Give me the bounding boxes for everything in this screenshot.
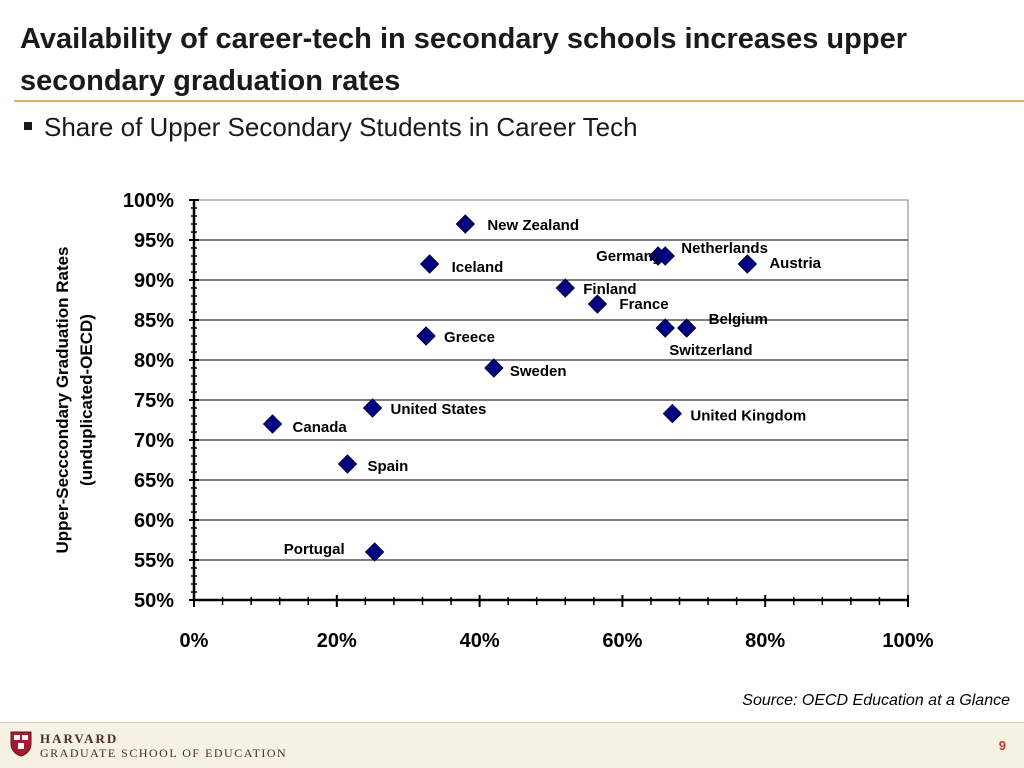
y-tick-label: 50% — [134, 590, 174, 612]
data-point — [484, 358, 504, 378]
slide-title: Availability of career-tech in secondary… — [20, 23, 907, 97]
source-note: Source: OECD Education at a Glance — [742, 692, 1010, 709]
data-point — [655, 246, 675, 266]
data-label: Netherlands — [681, 240, 768, 257]
y-tick-label: 95% — [134, 230, 174, 252]
bullet-text: Share of Upper Secondary Students in Car… — [44, 112, 638, 142]
title-divider — [14, 100, 1024, 102]
data-point — [737, 254, 758, 274]
data-point — [676, 318, 697, 338]
bullet-point: Share of Upper Secondary Students in Car… — [24, 112, 638, 143]
data-point — [655, 318, 675, 338]
data-point — [555, 278, 575, 298]
data-label: Canada — [293, 419, 348, 436]
data-label: Belgium — [709, 311, 768, 328]
y-tick-label: 55% — [134, 550, 174, 572]
y-tick-label: 60% — [134, 510, 174, 532]
harvard-shield-icon — [10, 731, 32, 757]
x-tick-label: 40% — [460, 630, 500, 652]
y-axis-title-line1: Upper-Secccondary Graduation Rates — [53, 246, 72, 553]
data-point — [419, 254, 440, 274]
data-label: United Kingdom — [690, 408, 806, 425]
y-axis-title-line2: (unduplicated-OECD) — [77, 314, 96, 486]
bullet-square-icon — [24, 122, 32, 131]
y-tick-label: 80% — [134, 350, 174, 372]
data-label: Germany — [596, 248, 662, 265]
y-tick-label: 85% — [134, 310, 174, 332]
data-label: Spain — [368, 458, 409, 475]
data-label: Switzerland — [669, 342, 752, 359]
data-point — [337, 454, 358, 474]
data-point — [662, 403, 683, 424]
data-label: Portugal — [284, 541, 345, 558]
y-tick-label: 65% — [134, 470, 174, 492]
x-tick-label: 60% — [602, 630, 642, 652]
data-point — [587, 294, 608, 314]
data-label: United States — [391, 401, 487, 418]
data-label: Finland — [583, 281, 636, 298]
data-point — [455, 214, 476, 234]
y-tick-label: 100% — [123, 190, 174, 212]
footer-school: GRADUATE SCHOOL OF EDUCATION — [40, 746, 288, 760]
data-label: Austria — [769, 255, 821, 272]
footer-bar — [0, 722, 1024, 768]
x-tick-label: 80% — [745, 630, 785, 652]
y-tick-label: 90% — [134, 270, 174, 292]
x-tick-label: 0% — [180, 630, 209, 652]
data-label: Iceland — [452, 259, 504, 276]
x-tick-label: 100% — [882, 630, 933, 652]
data-label: New Zealand — [487, 217, 579, 234]
footer-divider — [0, 722, 1024, 723]
data-point — [416, 326, 436, 346]
x-tick-label: 20% — [317, 630, 357, 652]
data-label: Sweden — [510, 363, 567, 380]
scatter-chart: 50% 55% 60% 65% 70% 75% 80% 85% 90% 95% 100% 0% 20% 4… — [53, 190, 934, 652]
data-label: France — [619, 296, 668, 313]
y-tick-label: 75% — [134, 390, 174, 412]
data-point — [262, 414, 283, 434]
page-number: 9 — [998, 738, 1006, 753]
data-label: Greece — [444, 329, 495, 346]
footer-harvard: HARVARD — [40, 731, 119, 746]
data-point — [362, 398, 383, 418]
data-point — [364, 542, 385, 562]
y-tick-label: 70% — [134, 430, 174, 452]
